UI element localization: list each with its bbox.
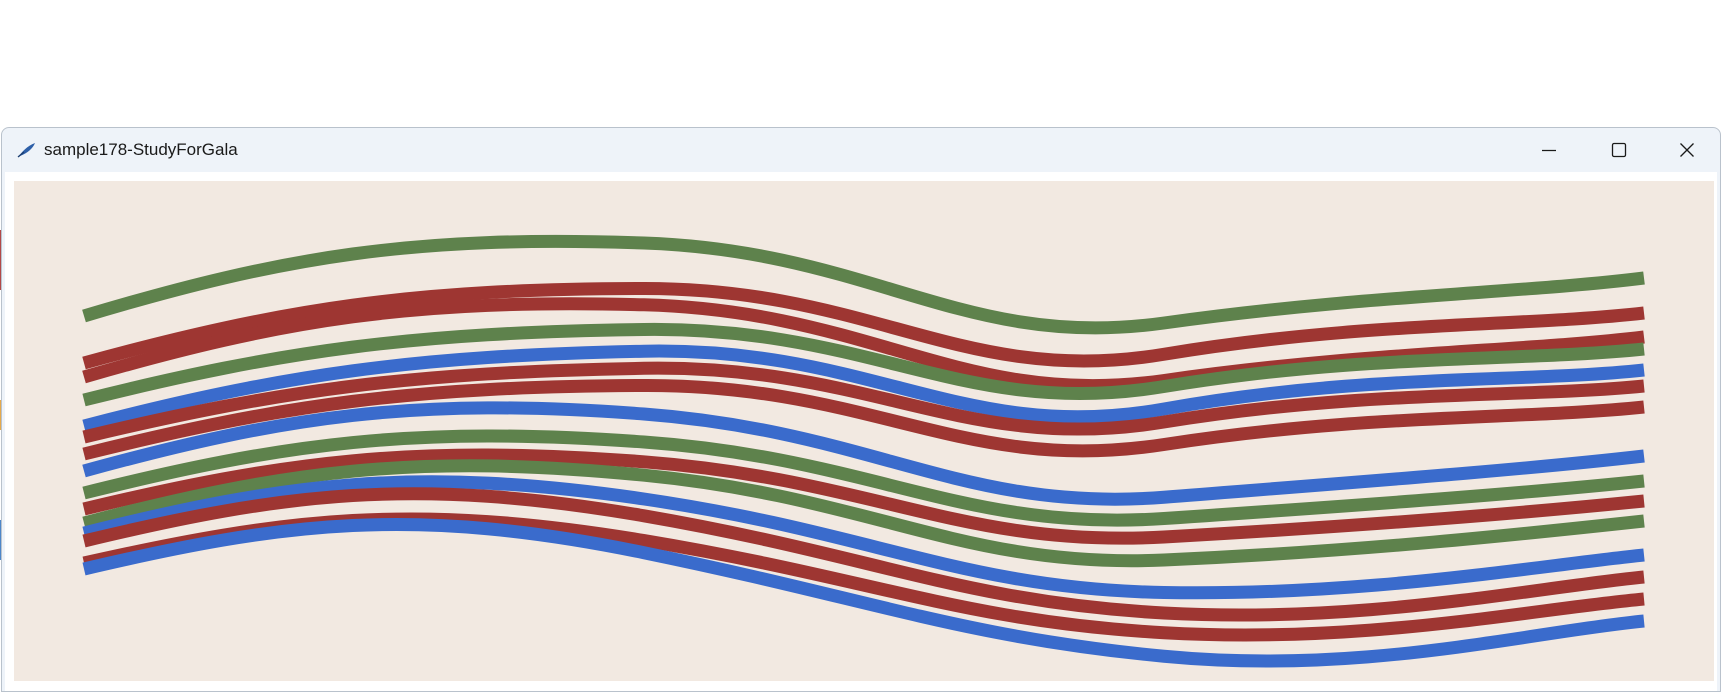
ribbon-red (82, 361, 1645, 444)
window-client-area (5, 172, 1717, 691)
ribbon-red (82, 487, 1645, 622)
ribbon-blue (82, 517, 1645, 668)
ribbon-green (82, 429, 1645, 527)
ribbon-red (82, 378, 1645, 461)
wave-ribbons (14, 181, 1714, 681)
ribbon-red (82, 448, 1645, 545)
close-button[interactable] (1652, 128, 1720, 172)
ribbon-green (82, 234, 1645, 335)
ribbon-blue (82, 401, 1645, 506)
ribbon-green (82, 459, 1645, 568)
close-icon (1679, 142, 1695, 158)
maximize-icon (1611, 142, 1627, 158)
ribbon-red (82, 281, 1645, 370)
ribbon-green (82, 322, 1645, 407)
maximize-button[interactable] (1584, 128, 1654, 172)
minimize-icon (1541, 142, 1557, 158)
feather-pen-icon (16, 140, 36, 160)
window-title: sample178-StudyForGala (44, 140, 238, 159)
title-bar[interactable]: sample178-StudyForGala (2, 128, 1720, 172)
ribbon-blue (82, 344, 1645, 433)
ribbon-blue (82, 475, 1645, 600)
minimize-button[interactable] (1514, 128, 1584, 172)
app-window[interactable]: sample178-StudyForGala (1, 127, 1721, 692)
sketch-canvas[interactable] (14, 181, 1714, 681)
